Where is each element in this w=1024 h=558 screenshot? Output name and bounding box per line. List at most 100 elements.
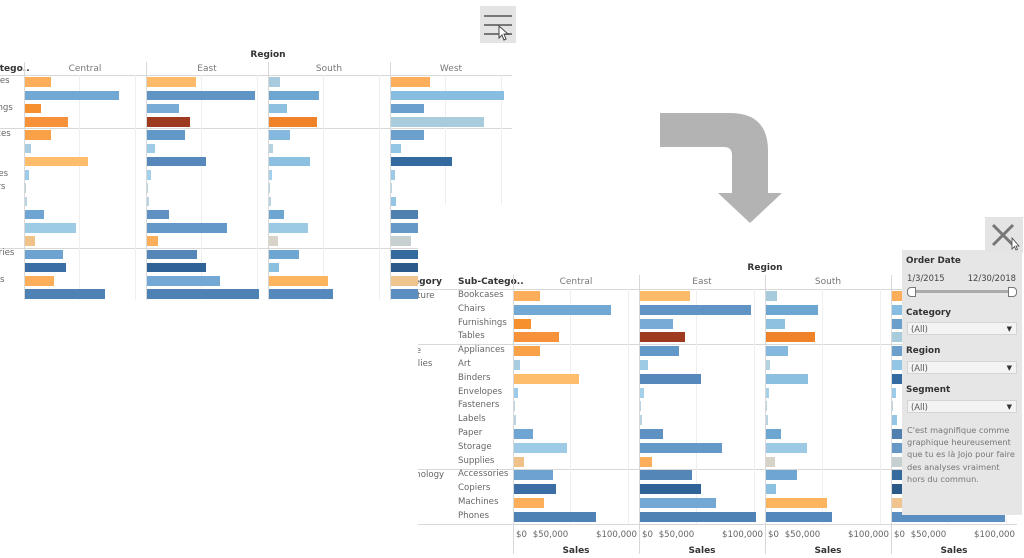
category-filter-dropdown[interactable]: (All) ▼ [907, 322, 1017, 335]
subcategory-label: Accessories [458, 469, 509, 480]
bar-south [269, 249, 299, 259]
bar-east [640, 511, 756, 522]
bar-east [147, 276, 221, 286]
gridline [627, 289, 629, 524]
axis-title: Sales [688, 546, 716, 556]
bar-south [269, 143, 274, 153]
bar-east [640, 291, 691, 301]
bar-central [514, 511, 597, 522]
axis-tick-label: $100,000 [595, 530, 637, 540]
bar-east [147, 170, 152, 180]
bar-east [640, 373, 702, 384]
category-header: Category [418, 277, 443, 287]
bar-central [514, 429, 534, 439]
column-separator [24, 62, 25, 300]
bar-east [640, 360, 649, 370]
axis-title: Sales [814, 546, 842, 556]
bar-south [766, 360, 771, 370]
bar-east [147, 196, 149, 206]
subcategory-header: Sub-Catego.. [458, 277, 524, 287]
bar-west [391, 196, 396, 206]
category-label: Technology [418, 470, 445, 481]
region-filter-value: (All) [911, 363, 928, 373]
bar-south [766, 498, 827, 508]
segment-filter-value: (All) [911, 402, 928, 412]
bar-central [514, 346, 541, 357]
bar-east [147, 103, 179, 114]
category-divider [418, 523, 1017, 525]
show-filters-button[interactable] [480, 6, 516, 43]
bar-south [766, 415, 769, 426]
gridline [570, 289, 572, 524]
category-filter-value: (All) [911, 324, 928, 334]
bar-south [766, 373, 809, 384]
bar-central [25, 156, 88, 167]
curved-arrow-down-icon [660, 113, 782, 223]
subcategory-label: Appliances [458, 345, 505, 356]
bar-central [25, 209, 44, 220]
region-header-east: East [197, 64, 217, 74]
order-date-slider[interactable] [907, 287, 1017, 297]
region-header-west: West [439, 64, 463, 74]
bar-south [269, 183, 270, 193]
bar-east [640, 332, 685, 343]
dropdown-caret-icon: ▼ [1006, 364, 1012, 372]
bar-south [269, 77, 281, 87]
bar-west [391, 103, 424, 114]
subcategory-header: Sub-Catego.. [0, 64, 30, 74]
category-divider [418, 468, 1017, 470]
bar-east [147, 90, 255, 100]
subcategory-label: Tables [458, 331, 485, 342]
bar-central [25, 196, 27, 206]
bar-south [766, 470, 797, 481]
category-filter-label: Category [906, 308, 951, 318]
column-separator [639, 275, 640, 554]
bar-south [269, 209, 284, 220]
bar-south [766, 387, 769, 398]
subcategory-label: Machines [458, 497, 499, 507]
subcategory-label: Bookcases [0, 76, 10, 86]
axis-tick-label: $0 [768, 530, 779, 540]
bar-south [766, 484, 777, 495]
bar-central [514, 456, 525, 467]
bar-south [766, 346, 788, 357]
subcategory-label: Paper [458, 428, 483, 438]
slider-end-handle[interactable] [1008, 287, 1017, 297]
bar-south [766, 511, 833, 522]
bar-central [514, 304, 612, 315]
gridline [500, 75, 502, 300]
axis-tick-label: $50,000 [784, 530, 821, 540]
subcategory-label: Art [458, 359, 471, 369]
category-divider [0, 247, 512, 249]
subcategory-label: Labels [458, 414, 486, 425]
segment-filter-dropdown[interactable]: (All) ▼ [907, 400, 1017, 413]
bar-east [147, 183, 148, 193]
header-rule [0, 75, 512, 77]
close-filters-button[interactable] [985, 217, 1023, 253]
axis-tick-label: $100,000 [721, 530, 763, 540]
bar-east [147, 236, 159, 246]
region-filter-dropdown[interactable]: (All) ▼ [907, 361, 1017, 374]
bar-central [514, 484, 557, 495]
column-separator [146, 62, 147, 300]
axis-tick-label: $50,000 [658, 530, 695, 540]
bar-east [147, 289, 260, 299]
axis-tick-label: $50,000 [532, 530, 569, 540]
axis-tick-label: $100,000 [847, 530, 889, 540]
region-filter-label: Region [906, 346, 941, 356]
bar-central [25, 289, 105, 299]
subcategory-label: Furnishings [458, 317, 507, 328]
bar-central [25, 77, 51, 87]
bar-east [640, 470, 692, 481]
slider-start-handle[interactable] [907, 287, 916, 297]
bar-central [25, 223, 77, 233]
bar-west [391, 143, 401, 153]
region-header-central: Central [559, 277, 593, 287]
bar-south [766, 304, 818, 315]
bar-south [269, 223, 309, 233]
bar-central [25, 103, 42, 114]
bar-south [766, 442, 807, 453]
subcategory-label: Machines [0, 274, 5, 285]
bar-south [766, 291, 778, 301]
bar-central [514, 415, 516, 426]
